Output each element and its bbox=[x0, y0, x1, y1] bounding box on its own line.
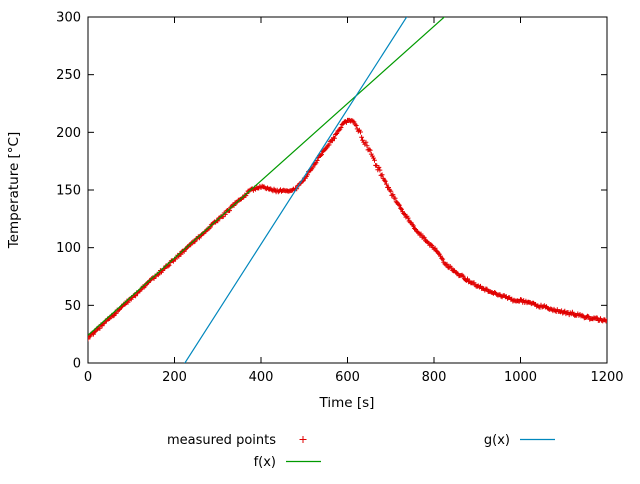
legend-f-label: f(x) bbox=[254, 455, 276, 470]
g-line-series bbox=[184, 17, 408, 363]
x-tick-label: 800 bbox=[422, 370, 447, 385]
axis-ticks: 0 200 400 600 800 1000 1200 0 50 100 150 200 250 300 bbox=[56, 11, 623, 386]
y-tick-label: 300 bbox=[56, 11, 81, 26]
y-tick-label: 100 bbox=[56, 241, 81, 256]
measured-points-series bbox=[88, 117, 607, 342]
x-tick-label: 1000 bbox=[504, 370, 537, 385]
x-tick-label: 400 bbox=[249, 370, 274, 385]
legend-measured-label: measured points bbox=[167, 433, 276, 448]
x-tick-label: 200 bbox=[162, 370, 187, 385]
plot-area: 0 200 400 600 800 1000 1200 0 50 100 150 200 250 300 bbox=[56, 11, 623, 386]
y-axis-label: Temperature [°C] bbox=[6, 132, 22, 250]
chart-legend: measured points f(x) g(x) bbox=[167, 433, 555, 470]
y-tick-label: 0 bbox=[73, 357, 81, 372]
f-line-series bbox=[88, 17, 446, 336]
x-tick-label: 0 bbox=[84, 370, 92, 385]
legend-g-label: g(x) bbox=[484, 433, 510, 448]
plot-border bbox=[87, 16, 608, 364]
y-tick-label: 50 bbox=[64, 299, 81, 314]
y-tick-label: 150 bbox=[56, 184, 81, 199]
plus-marker-icon bbox=[299, 436, 307, 443]
x-tick-label: 1200 bbox=[590, 370, 623, 385]
x-tick-label: 600 bbox=[335, 370, 360, 385]
y-tick-label: 250 bbox=[56, 68, 81, 83]
y-tick-label: 200 bbox=[56, 126, 81, 141]
x-axis-label: Time [s] bbox=[319, 395, 375, 411]
